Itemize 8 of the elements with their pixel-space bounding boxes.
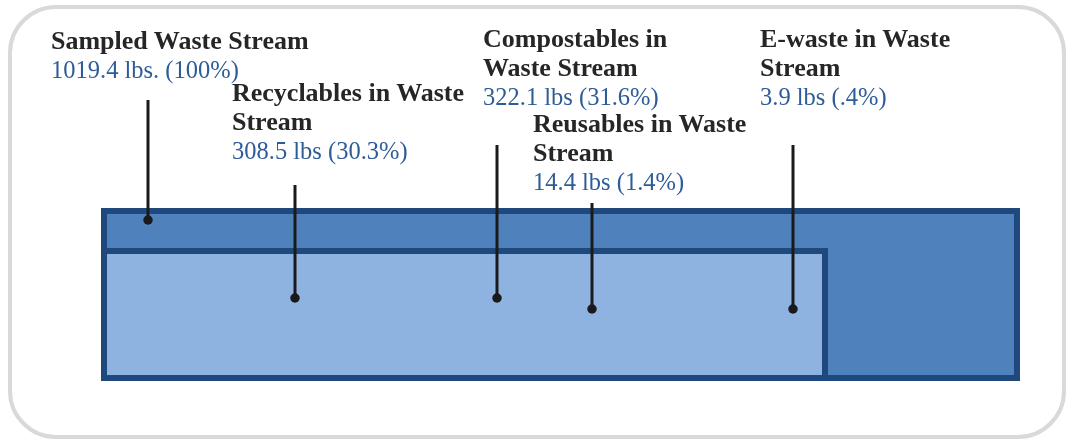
category-label: Compostables in Waste Stream [483, 24, 668, 82]
data-label: 322.1 lbs (31.6%) [483, 83, 659, 111]
category-label: Reusables in Waste Stream [533, 109, 747, 167]
data-label: 14.4 lbs (1.4%) [533, 168, 685, 196]
category-label: E-waste in Waste Stream [760, 24, 951, 82]
data-label: 308.5 lbs (30.3%) [232, 137, 408, 165]
category-label: Sampled Waste Stream [51, 26, 309, 55]
data-label: 3.9 lbs (.4%) [760, 83, 887, 111]
